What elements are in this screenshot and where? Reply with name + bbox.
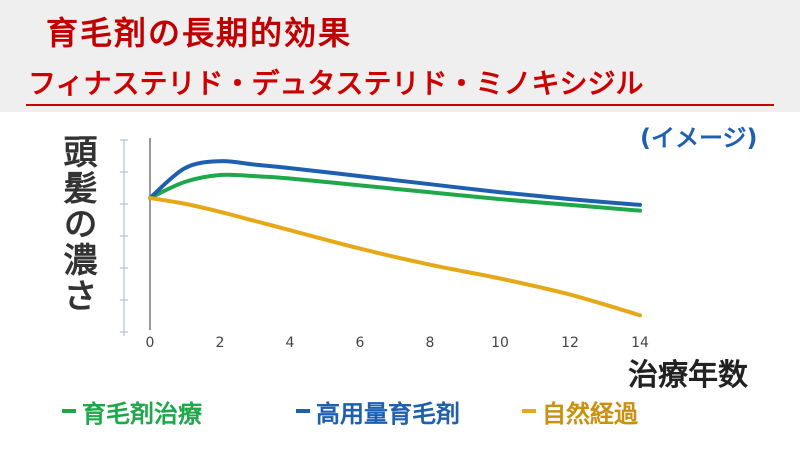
x-tick-label: 12 (561, 335, 579, 351)
series-line-high-dose (148, 159, 642, 207)
legend-item-treatment: 育毛剤治療 (62, 393, 202, 429)
page-title: 育毛剤の長期的効果 (46, 14, 353, 52)
x-tick-label: 10 (491, 335, 509, 351)
legend-item-natural: 自然経過 (522, 393, 638, 429)
x-axis-label: 治療年数 (628, 358, 748, 393)
legend-item-high-dose: 高用量育毛剤 (296, 393, 460, 429)
title-underline (26, 104, 774, 106)
page-subtitle: フィナステリド・デュタステリド・ミノキシジル (28, 67, 644, 100)
x-tick-label: 2 (216, 335, 225, 351)
legend-label-high-dose: 高用量育毛剤 (316, 399, 460, 428)
legend-swatch-high-dose (296, 409, 310, 413)
series-line-treatment (148, 172, 642, 213)
x-tick-label: 6 (356, 335, 365, 351)
x-tick-label: 4 (286, 335, 295, 351)
y-axis-label: 頭髪の濃さ (57, 134, 97, 314)
x-tick-label: 8 (426, 335, 435, 351)
legend-swatch-treatment (62, 409, 76, 413)
legend-label-natural: 自然経過 (542, 399, 638, 428)
legend-label-treatment: 育毛剤治療 (82, 399, 202, 428)
header-band (0, 0, 800, 112)
legend-swatch-natural (522, 409, 536, 413)
x-tick-label: 0 (146, 335, 155, 351)
image-note: (イメージ) (640, 124, 758, 152)
series-line-natural (148, 196, 642, 318)
x-tick-label: 14 (631, 335, 649, 351)
